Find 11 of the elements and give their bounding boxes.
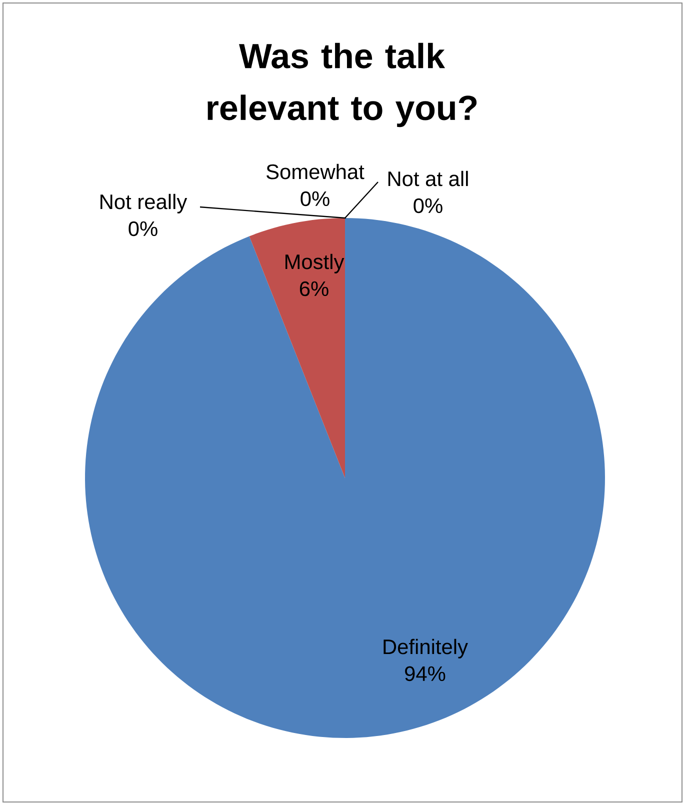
text: 0% — [414, 198, 442, 214]
category-label: Not at all — [388, 170, 468, 186]
text: 0% — [300, 191, 330, 206]
slice-label: Definitely — [384, 638, 468, 658]
category-label: Not really — [100, 194, 188, 214]
data-label: 6% — [300, 281, 328, 296]
data-label: 94% — [405, 666, 446, 682]
chart-title: Was the talk relevant to you? — [208, 42, 477, 128]
text: 0% — [128, 221, 158, 236]
slice-label: Mostly — [285, 254, 344, 274]
category-label: Somewhat — [266, 164, 364, 180]
